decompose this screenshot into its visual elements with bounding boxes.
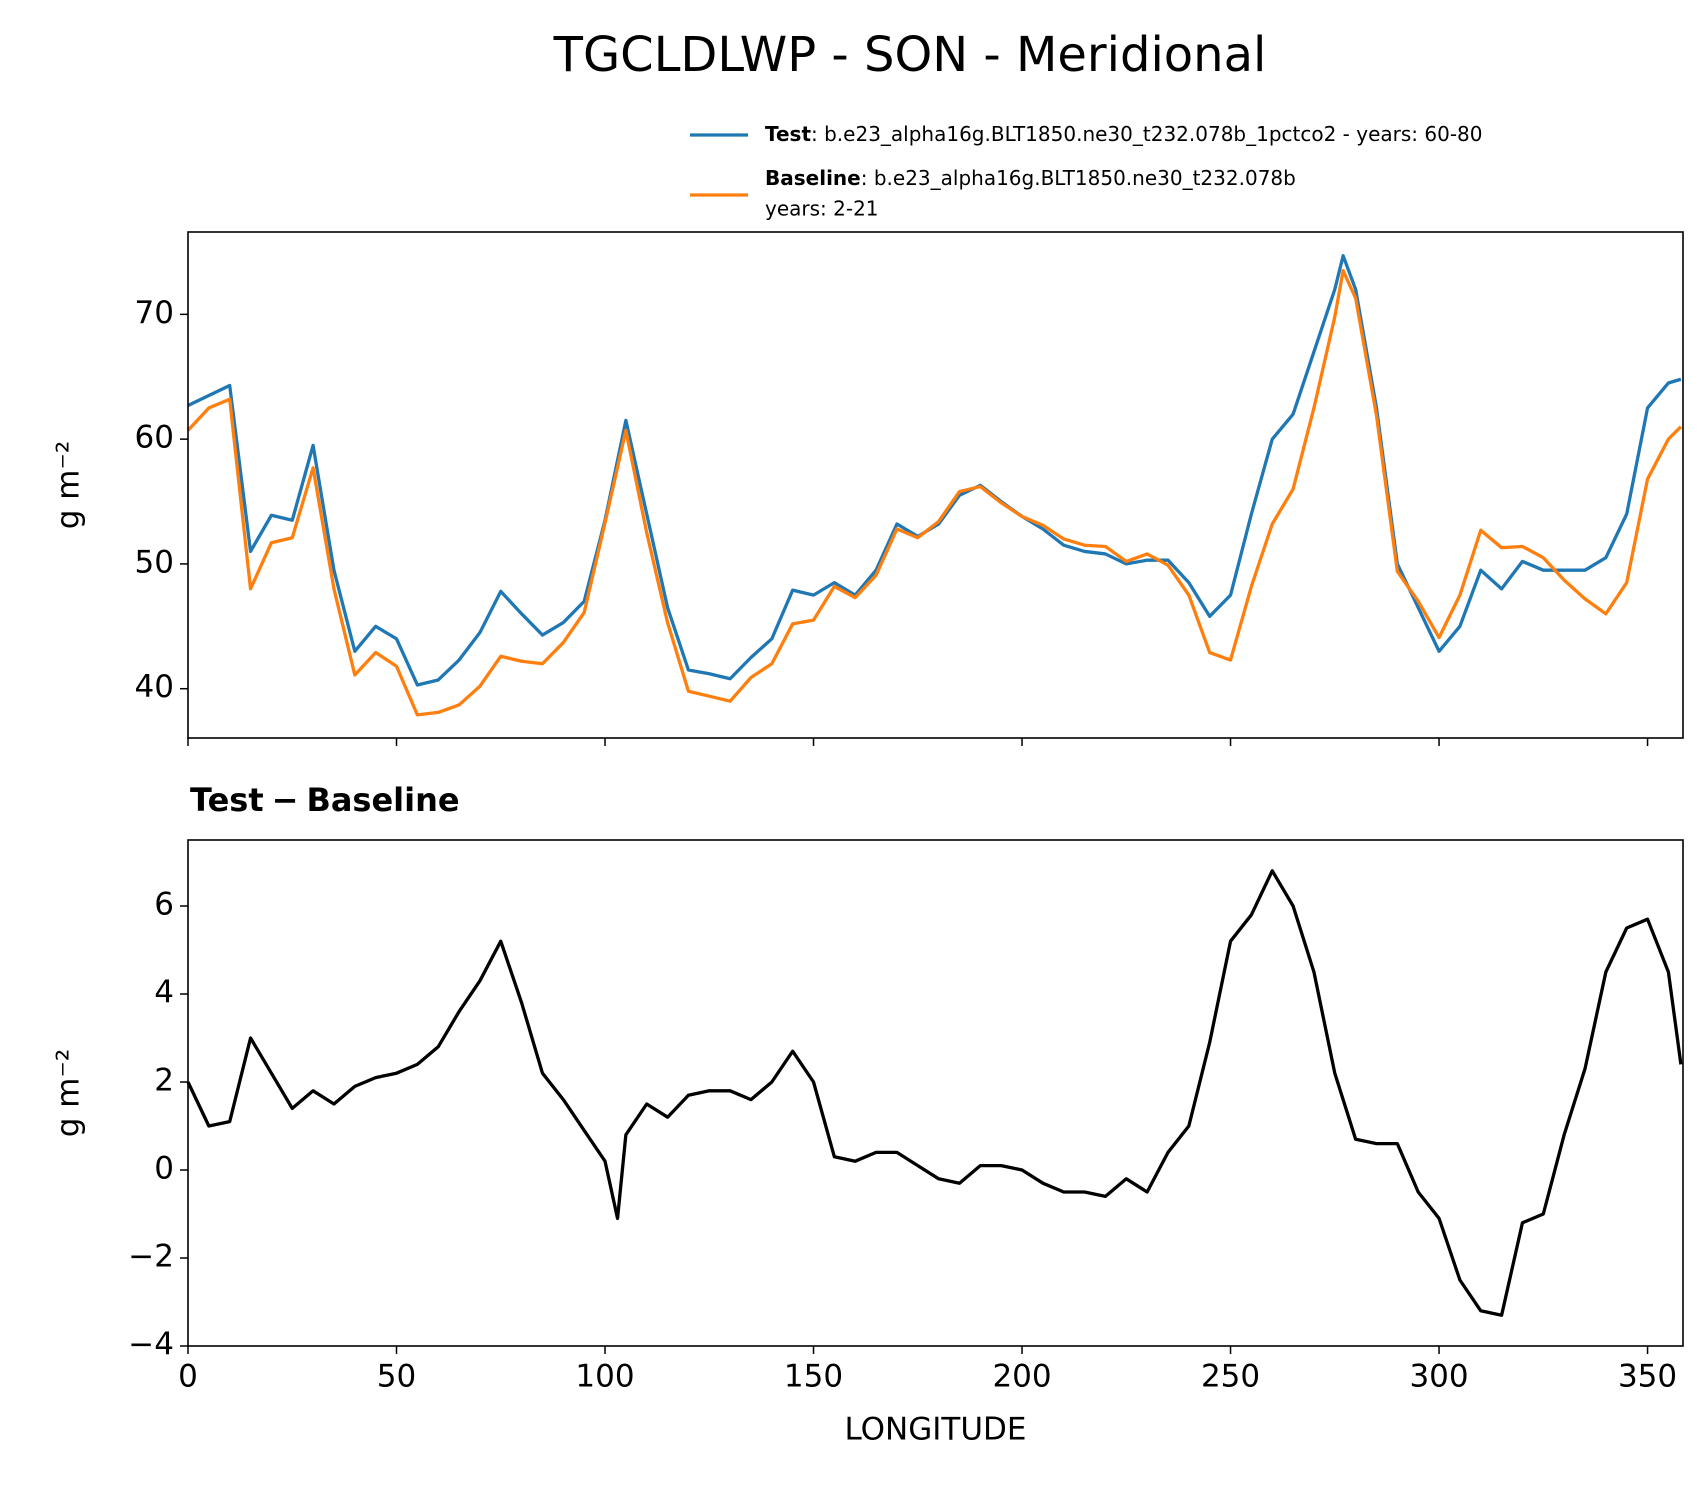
series-line	[186, 869, 1683, 1317]
y-axis-label: g m⁻²	[51, 1049, 87, 1138]
x-tick-label: 250	[1201, 1359, 1260, 1395]
legend-label: Baseline: b.e23_alpha16g.BLT1850.ne30_t2…	[765, 166, 1296, 190]
legend-description: : b.e23_alpha16g.BLT1850.ne30_t232.078b_…	[811, 122, 1483, 146]
x-tick-label: 50	[377, 1359, 416, 1395]
y-tick-label: 70	[135, 295, 174, 331]
y-tick-label: 40	[135, 669, 174, 705]
x-tick-label: 200	[992, 1359, 1051, 1395]
y-tick-label: 60	[135, 420, 174, 456]
legend-description: : b.e23_alpha16g.BLT1850.ne30_t232.078b	[861, 166, 1296, 190]
y-tick-label: 50	[135, 544, 174, 580]
subplot-title-part: Baseline	[306, 781, 459, 819]
y-axis-label: g m⁻²	[51, 441, 87, 530]
x-tick-label: 300	[1409, 1359, 1468, 1395]
legend-name: Baseline	[765, 166, 861, 190]
legend-label: Test: b.e23_alpha16g.BLT1850.ne30_t232.0…	[765, 122, 1483, 146]
subplot-title-part: −	[272, 781, 299, 819]
x-tick-label: 0	[178, 1359, 198, 1395]
figure-title: TGCLDLWP - SON - Meridional	[553, 27, 1267, 83]
legend-name: Test	[765, 122, 811, 146]
x-axis-label: LONGITUDE	[844, 1412, 1026, 1448]
y-tick-label: −4	[128, 1327, 174, 1363]
x-tick-label: 100	[575, 1359, 634, 1395]
series-line	[186, 269, 1683, 717]
subplot-title-part: Test	[190, 781, 264, 819]
y-tick-label: −2	[128, 1239, 174, 1275]
axes-frame	[187, 839, 1684, 1347]
subplot-title: Test − Baseline	[190, 781, 460, 819]
x-tick-label: 150	[784, 1359, 843, 1395]
y-tick-label: 2	[154, 1063, 174, 1099]
axes-frame	[187, 231, 1684, 739]
series-line	[187, 254, 1682, 687]
legend-description: years: 2-21	[765, 197, 879, 221]
x-tick-label: 350	[1618, 1359, 1677, 1395]
y-tick-label: 6	[154, 887, 174, 923]
y-tick-label: 4	[154, 975, 174, 1011]
y-tick-label: 0	[154, 1151, 174, 1187]
